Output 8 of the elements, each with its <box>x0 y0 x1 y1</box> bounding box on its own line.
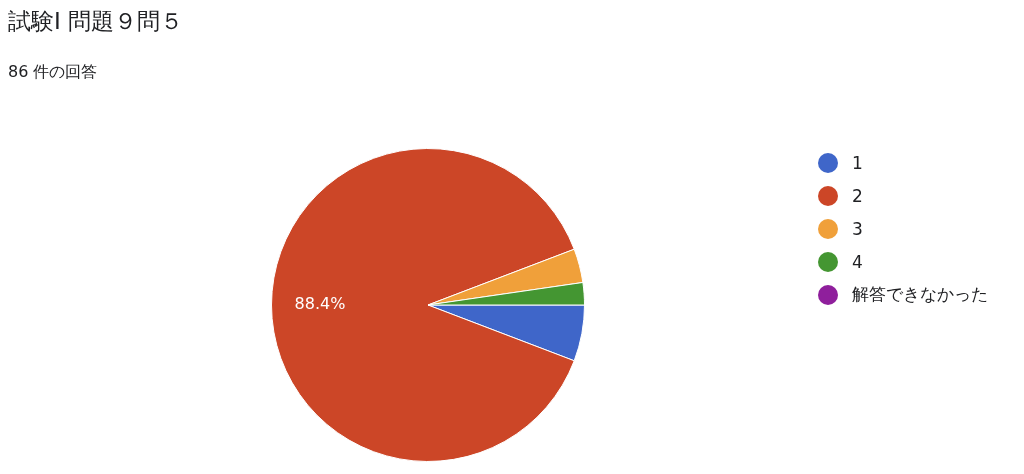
legend-label: 2 <box>852 185 863 206</box>
chart-title: 試験Ⅰ 問題９問５ <box>8 7 184 36</box>
text: 86 件の回答 <box>8 62 98 83</box>
legend-label: 解答できなかった <box>852 283 988 306</box>
legend-label: 1 <box>852 152 863 173</box>
data-label: 88.4% <box>294 294 346 314</box>
legend-label: 3 <box>852 218 863 239</box>
legend-label: 4 <box>852 251 863 272</box>
